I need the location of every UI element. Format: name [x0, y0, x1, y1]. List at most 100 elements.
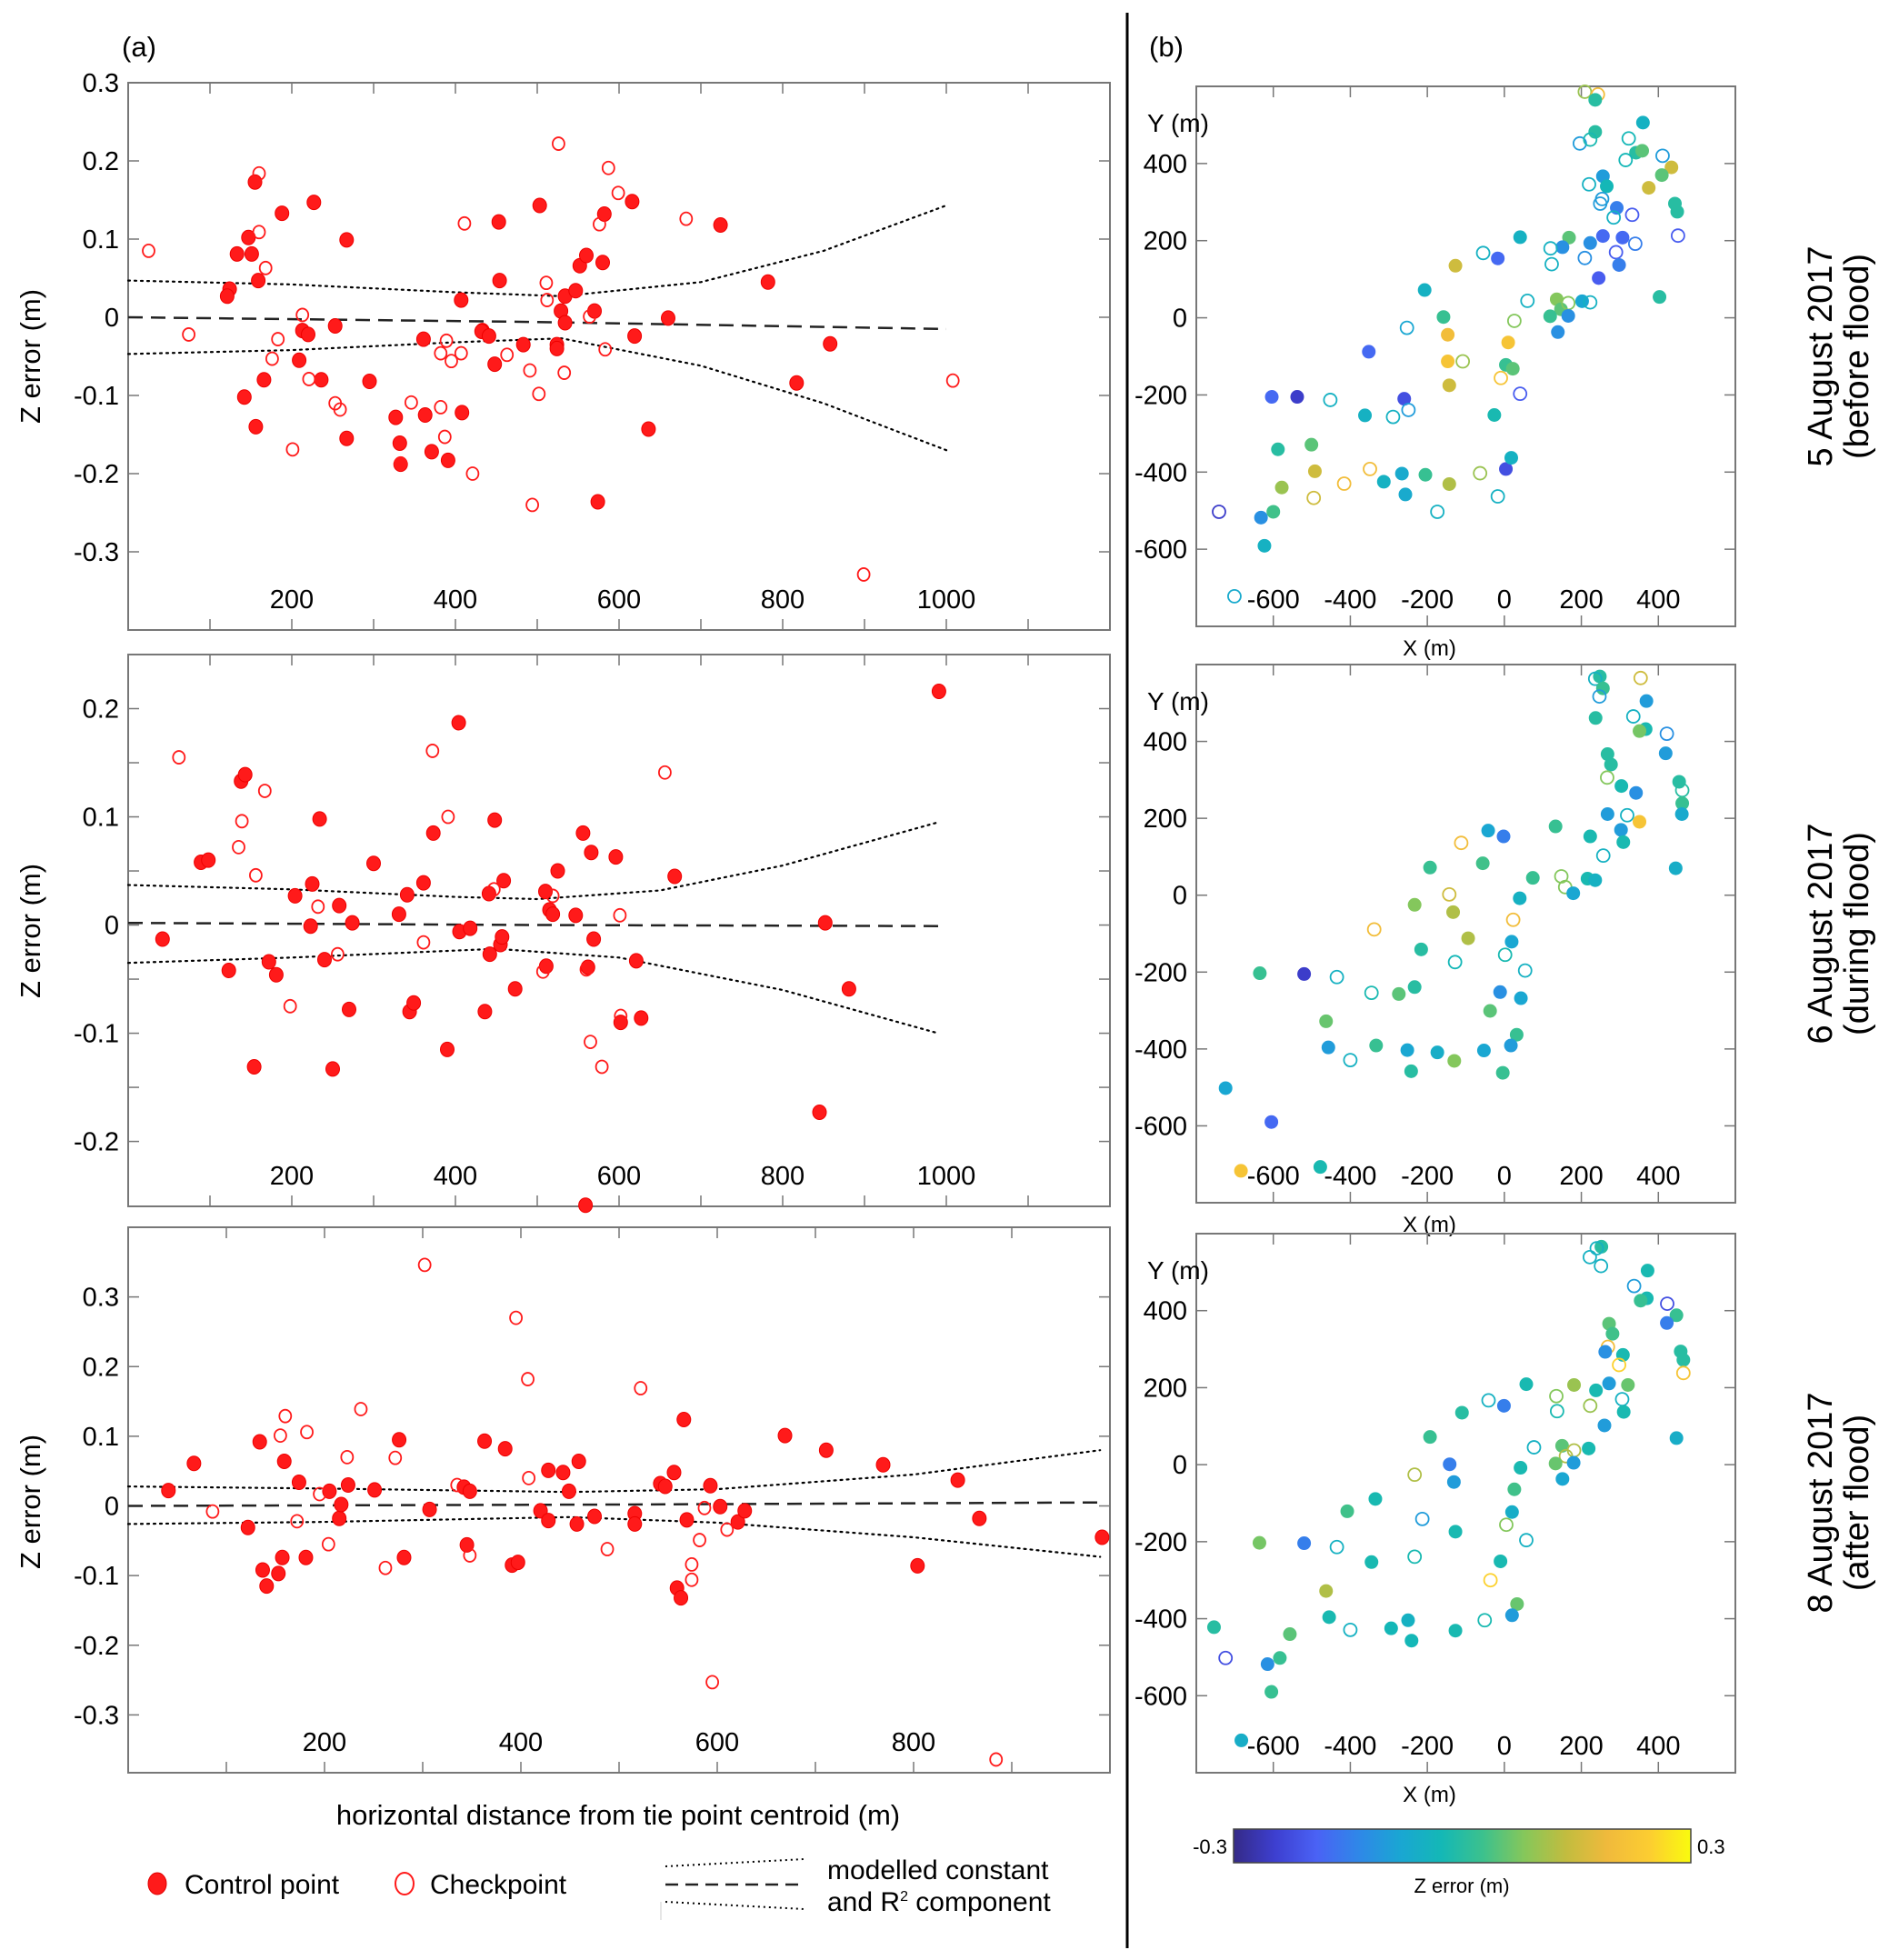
a3-checkpoint	[290, 1514, 305, 1529]
a3-control-point	[627, 1515, 643, 1532]
b2-control-point	[1629, 785, 1644, 800]
plot-a3-z-error-vs-distance: 200 400 600 800 -0.3 -0.2 -0.1 0 0.1 0.2 0.3	[74, 1226, 1111, 1774]
b2-control-point	[1319, 1014, 1334, 1028]
b1-control-point	[1397, 392, 1412, 406]
b1-control-point	[1653, 290, 1667, 305]
b3-ytick-label: 200	[1144, 1374, 1187, 1403]
b2-control-point	[1504, 935, 1519, 949]
a3-control-point	[950, 1472, 965, 1488]
a2-xtick-label: 800	[761, 1162, 805, 1191]
a2-checkpoint	[614, 1008, 628, 1024]
b3-ytick-label: 0	[1173, 1451, 1187, 1480]
colorbar-min-label: -0.3	[1193, 1835, 1227, 1858]
a2-control-point	[451, 715, 466, 731]
b1-control-point	[1612, 257, 1626, 272]
b3-control-point	[1519, 1377, 1534, 1392]
a2-ytick-label: -0.1	[74, 1020, 119, 1049]
a2-xtick-label: 600	[597, 1162, 641, 1191]
b3-checkpoint	[1612, 1357, 1626, 1373]
b2-checkpoint	[1329, 969, 1344, 985]
a2-control-point	[342, 1001, 356, 1017]
a1-checkpoint	[457, 215, 472, 231]
a2-control-point	[575, 825, 591, 841]
a2-checkpoint	[311, 899, 325, 915]
a1-checkpoint	[856, 567, 871, 582]
b3-control-point	[1669, 1431, 1684, 1445]
b2-ytick-label: -600	[1134, 1112, 1187, 1141]
a3-checkpoint	[450, 1477, 465, 1493]
b1-control-point	[1398, 487, 1413, 502]
a2-control-point	[487, 812, 503, 828]
b2-checkpoint	[1595, 848, 1611, 864]
b1-checkpoint	[1363, 461, 1377, 476]
a2-checkpoint	[248, 867, 263, 883]
a3-control-point	[497, 1441, 513, 1457]
b3-checkpoint	[1582, 1249, 1597, 1265]
b2-control-point	[1614, 779, 1629, 794]
a1-checkpoint	[593, 216, 606, 232]
b1-control-point	[1588, 93, 1603, 107]
a2-checkpoint	[172, 750, 186, 765]
a1-checkpoint	[552, 136, 565, 151]
b1-checkpoint	[1655, 148, 1670, 164]
b2-checkpoint	[1625, 709, 1641, 724]
b3-checkpoint	[1583, 1398, 1598, 1414]
a2-control-point	[440, 1041, 455, 1057]
b1-control-point	[1394, 466, 1409, 481]
b1-control-point	[1654, 168, 1669, 183]
legend-checkpoint-label: Checkpoint	[430, 1870, 567, 1900]
a-xlabel: horizontal distance from tie point centr…	[336, 1799, 900, 1831]
b1-checkpoint	[1385, 409, 1401, 425]
b2-ytick-label: 0	[1173, 882, 1187, 911]
a1-control-point	[362, 374, 377, 390]
a2-control-point	[221, 963, 236, 979]
a1-control-point	[760, 274, 775, 290]
b3-control-point	[1494, 1554, 1508, 1568]
a2-checkpoint	[232, 839, 245, 855]
a2-control-point	[305, 875, 320, 892]
b3-control-point	[1616, 1405, 1631, 1419]
b1-control-point	[1362, 345, 1376, 359]
a1-control-point	[481, 328, 496, 345]
b2-control-point	[1672, 775, 1686, 789]
map-b2-during-flood: -600 -400 -200 0 200 400 -600 -400 -200 0 200 400 Y …	[1134, 664, 1736, 1237]
b1-control-point	[1257, 538, 1272, 553]
a3-checkpoint	[705, 1675, 719, 1690]
b3-xtick-label: -200	[1401, 1732, 1454, 1761]
b2-ytick-label: 200	[1144, 805, 1187, 834]
b2-checkpoint	[1517, 963, 1533, 978]
a3-control-point	[510, 1555, 525, 1571]
b3-control-point	[1634, 1294, 1648, 1308]
a3-control-point	[703, 1477, 718, 1494]
b2-control-point	[1447, 1054, 1462, 1068]
b2-control-point	[1495, 1065, 1510, 1080]
b3-checkpoint	[1407, 1549, 1423, 1565]
a3-control-point	[240, 1519, 255, 1535]
a1-control-point	[256, 372, 272, 388]
b3-checkpoint	[1343, 1622, 1358, 1637]
a3-ytick-label: -0.2	[74, 1632, 119, 1661]
a3-checkpoint	[697, 1500, 712, 1515]
b3-control-point	[1297, 1536, 1312, 1551]
b3-control-point	[1401, 1613, 1415, 1627]
b2-checkpoint	[1633, 670, 1648, 685]
b1-control-point	[1595, 229, 1610, 244]
a1-ytick-label: -0.3	[74, 538, 119, 567]
b1-checkpoint	[1577, 250, 1593, 265]
a1-checkpoint	[439, 333, 454, 348]
a2-control-point	[538, 884, 553, 900]
a1-control-point	[306, 195, 322, 211]
a3-checkpoint	[989, 1752, 1004, 1767]
b3-control-point	[1602, 1376, 1616, 1391]
b2-control-point	[1514, 991, 1528, 1005]
b2-control-point	[1509, 1027, 1524, 1042]
b1-ytick-label: -600	[1134, 535, 1187, 565]
a3-control-point	[875, 1456, 891, 1473]
colorbar-max-label: 0.3	[1697, 1835, 1725, 1858]
b2-control-point	[1313, 1160, 1327, 1175]
b3-control-point	[1510, 1596, 1524, 1611]
a1-control-point	[625, 194, 640, 210]
a2-control-point	[841, 981, 856, 997]
a1-control-point	[455, 405, 470, 421]
